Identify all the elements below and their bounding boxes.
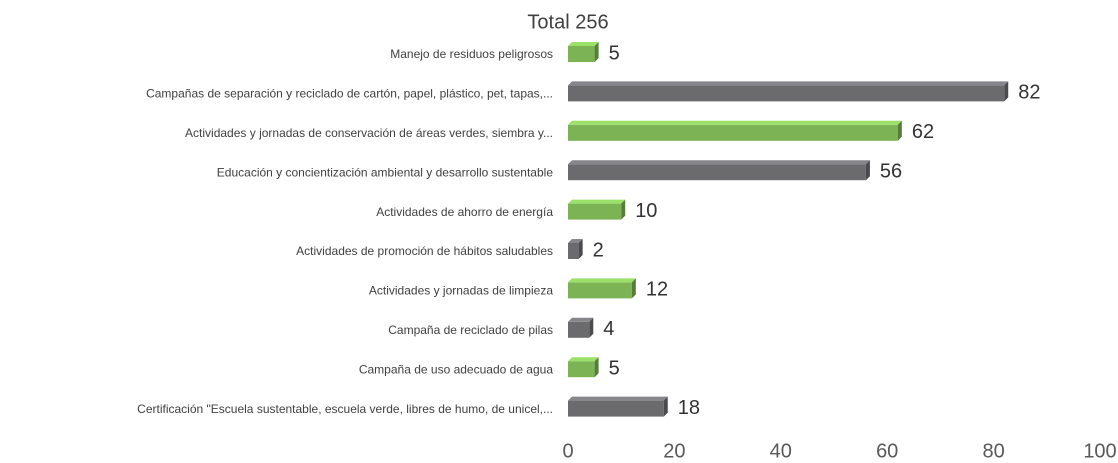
x-tick-label: 100 bbox=[1083, 440, 1116, 462]
bar bbox=[568, 160, 870, 181]
value-label: 5 bbox=[609, 42, 620, 64]
bar-front bbox=[568, 321, 590, 338]
y-tick-label: Actividades de promoción de hábitos salu… bbox=[296, 244, 553, 258]
bar bbox=[568, 357, 599, 378]
bar-front bbox=[568, 164, 866, 181]
bar-top bbox=[568, 278, 636, 283]
value-label: 56 bbox=[880, 160, 902, 182]
bar-top bbox=[568, 42, 599, 46]
bar-front bbox=[568, 243, 579, 259]
bar-side bbox=[663, 396, 668, 417]
bar-top bbox=[568, 396, 668, 401]
bar-front bbox=[568, 46, 595, 62]
value-label: 62 bbox=[912, 121, 934, 143]
value-label: 4 bbox=[603, 318, 614, 340]
y-tick-label: Actividades y jornadas de limpieza bbox=[369, 284, 553, 298]
x-tick-label: 20 bbox=[663, 440, 685, 462]
bar-front bbox=[568, 400, 664, 417]
x-tick-label: 60 bbox=[876, 440, 898, 462]
bar-top bbox=[568, 120, 902, 125]
value-label: 18 bbox=[678, 397, 700, 419]
bar-side bbox=[621, 199, 626, 220]
x-tick-label: 80 bbox=[982, 440, 1004, 462]
bar-front bbox=[568, 203, 622, 220]
chart-title: Total 256 bbox=[527, 11, 608, 33]
value-label: 12 bbox=[646, 279, 668, 301]
y-tick-label: Campañas de separación y reciclado de ca… bbox=[146, 87, 553, 101]
value-label: 82 bbox=[1018, 82, 1040, 104]
y-tick-label: Manejo de residuos peligrosos bbox=[390, 47, 553, 61]
bar-side bbox=[594, 42, 599, 62]
bar bbox=[568, 120, 902, 141]
bar-side bbox=[897, 120, 902, 141]
y-tick-label: Campaña de reciclado de pilas bbox=[388, 323, 553, 337]
bar-front bbox=[568, 282, 632, 299]
bar bbox=[568, 239, 583, 259]
y-tick-label: Certificación "Escuela sustentable, escu… bbox=[137, 402, 553, 416]
bar bbox=[568, 317, 594, 338]
x-tick-label: 40 bbox=[770, 440, 792, 462]
bar bbox=[568, 42, 599, 62]
y-tick-label: Campaña de uso adecuado de agua bbox=[359, 362, 553, 376]
bar bbox=[568, 81, 1009, 102]
bar-side bbox=[631, 278, 636, 299]
value-label: 10 bbox=[635, 200, 657, 222]
value-label: 5 bbox=[609, 357, 620, 379]
bar-front bbox=[568, 124, 898, 141]
bar-side bbox=[1004, 81, 1009, 102]
y-tick-label: Educación y concientización ambiental y … bbox=[217, 165, 554, 179]
bar-top bbox=[568, 357, 599, 362]
bar-side bbox=[578, 239, 583, 259]
bar bbox=[568, 199, 626, 220]
value-label: 2 bbox=[593, 239, 604, 261]
bar-top bbox=[568, 317, 594, 322]
bar-top bbox=[568, 160, 870, 165]
y-tick-label: Actividades y jornadas de conservación d… bbox=[185, 126, 553, 140]
bar-top bbox=[568, 81, 1009, 86]
bar-front bbox=[568, 85, 1005, 102]
bar-top bbox=[568, 199, 626, 204]
y-tick-label: Actividades de ahorro de energía bbox=[376, 205, 553, 219]
bar-front bbox=[568, 361, 595, 378]
bar-top bbox=[568, 239, 583, 243]
bar bbox=[568, 396, 668, 417]
bar bbox=[568, 278, 636, 299]
bar-side bbox=[589, 317, 594, 338]
bar-side bbox=[865, 160, 870, 181]
bar-side bbox=[594, 357, 599, 378]
x-tick-label: 0 bbox=[562, 440, 573, 462]
